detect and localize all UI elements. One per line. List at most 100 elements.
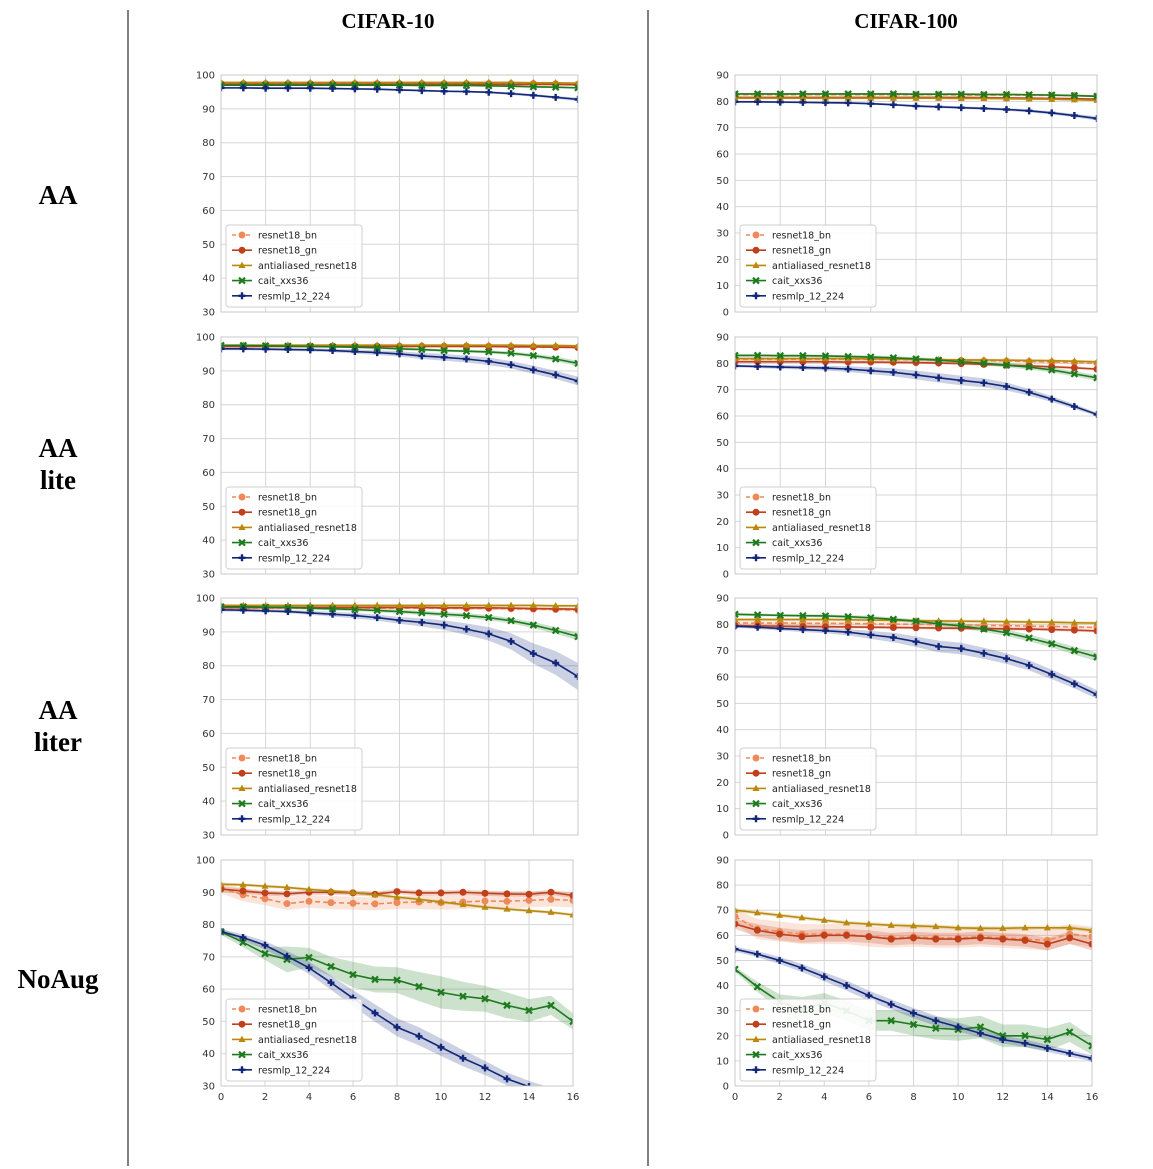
data-point-cait_xxs36 (351, 605, 359, 614)
data-point-resmlp_12_224 (351, 85, 359, 93)
legend-marker (238, 1035, 246, 1042)
data-point-cait_xxs36 (373, 81, 381, 89)
data-point-resmlp_12_224 (822, 364, 829, 372)
y-tick-label: 10 (716, 281, 729, 292)
data-point-cait_xxs36 (437, 988, 445, 997)
data-point-antialiased_resnet18 (507, 601, 515, 609)
data-point-antialiased_resnet18 (776, 94, 784, 101)
data-point-resmlp_12_224 (396, 350, 403, 358)
data-point-antialiased_resnet18 (799, 94, 807, 101)
series-band-resmlp_12_224 (221, 608, 578, 691)
legend-marker (752, 493, 760, 501)
data-point-resmlp_12_224 (889, 634, 897, 641)
data-point-resmlp_12_224 (459, 1054, 467, 1062)
data-point-resmlp_12_224 (239, 84, 247, 92)
data-point-cait_xxs36 (1070, 646, 1079, 655)
y-tick-label: 60 (716, 673, 729, 684)
data-point-antialiased_resnet18 (735, 354, 739, 362)
data-point-antialiased_resnet18 (1048, 95, 1056, 102)
plot-frame (734, 859, 1093, 1087)
data-point-antialiased_resnet18 (529, 601, 537, 609)
data-point-cait_xxs36 (459, 992, 467, 1001)
data-point-cait_xxs36 (462, 81, 471, 90)
data-point-resmlp_12_224 (462, 88, 470, 96)
data-point-resmlp_12_224 (932, 1017, 940, 1025)
legend-label: antialiased_resnet18 (258, 1035, 357, 1046)
data-point-cait_xxs36 (395, 607, 404, 616)
data-point-cait_xxs36 (221, 927, 225, 936)
data-point-resmlp_12_224 (867, 100, 875, 108)
legend-marker (752, 754, 760, 762)
legend: resnet18_bn resnet18_gn antialiased_resnet… (225, 747, 363, 831)
data-point-resmlp_12_224 (843, 982, 851, 990)
data-point-cait_xxs36 (821, 612, 830, 620)
y-tick-label: 80 (202, 400, 215, 411)
data-point-resmlp_12_224 (415, 1032, 423, 1040)
y-tick-label: 20 (716, 255, 729, 266)
data-point-cait_xxs36 (753, 90, 762, 98)
series-band-cait_xxs36 (735, 966, 1092, 1055)
data-point-resnet18_bn (371, 900, 379, 908)
legend-marker (238, 799, 246, 808)
y-tick-label: 70 (202, 434, 215, 445)
y-tick-label: 30 (716, 752, 729, 763)
legend-label: resmlp_12_224 (772, 1065, 844, 1076)
y-tick-label: 50 (202, 502, 215, 513)
data-point-resnet18_gn (820, 931, 828, 939)
data-point-antialiased_resnet18 (980, 94, 988, 102)
series-layer (735, 610, 1097, 699)
legend-marker (752, 815, 760, 823)
data-point-resmlp_12_224 (999, 1036, 1007, 1044)
data-point-resmlp_12_224 (329, 610, 337, 618)
y-tick-label: 90 (716, 856, 729, 867)
y-tick-label: 60 (202, 985, 215, 996)
data-point-cait_xxs36 (866, 353, 875, 361)
legend-label: resnet18_gn (258, 1020, 317, 1031)
data-point-resnet18_gn (887, 935, 895, 943)
data-point-antialiased_resnet18 (239, 881, 247, 888)
data-point-resnet18_bn (481, 897, 489, 905)
legend-marker (752, 276, 760, 285)
y-tick-label: 60 (202, 206, 215, 217)
legend-marker (238, 1050, 246, 1059)
data-point-antialiased_resnet18 (843, 918, 851, 926)
data-point-resmlp_12_224 (507, 90, 515, 98)
data-point-cait_xxs36 (574, 84, 578, 92)
data-point-antialiased_resnet18 (373, 601, 381, 609)
y-tick-label: 50 (202, 1017, 215, 1028)
data-point-cait_xxs36 (507, 82, 515, 90)
legend-label: resnet18_bn (772, 231, 831, 242)
data-point-resmlp_12_224 (865, 992, 873, 1000)
data-point-resnet18_gn (547, 888, 555, 896)
y-tick-label: 60 (716, 150, 729, 161)
y-tick-label: 70 (202, 695, 215, 706)
y-tick-label: 80 (202, 138, 215, 149)
data-point-resmlp_12_224 (822, 99, 829, 107)
legend-marker (238, 493, 246, 501)
data-point-resmlp_12_224 (776, 956, 784, 964)
data-point-resmlp_12_224 (525, 1083, 533, 1086)
y-tick-label: 30 (716, 229, 729, 240)
data-point-cait_xxs36 (327, 962, 335, 971)
data-point-resmlp_12_224 (935, 642, 943, 650)
plot-frame (220, 74, 579, 313)
data-point-resmlp_12_224 (262, 84, 270, 92)
x-tick-label: 6 (866, 1092, 872, 1103)
data-point-antialiased_resnet18 (481, 903, 489, 910)
data-point-antialiased_resnet18 (1003, 617, 1010, 625)
data-point-resnet18_gn (221, 885, 225, 893)
data-point-cait_xxs36 (1070, 91, 1079, 100)
data-point-cait_xxs36 (1025, 90, 1033, 99)
data-point-cait_xxs36 (909, 1020, 918, 1029)
data-point-resmlp_12_224 (485, 357, 493, 365)
y-tick-label: 50 (202, 763, 215, 774)
x-tick-label: 10 (435, 1092, 448, 1103)
data-point-cait_xxs36 (481, 995, 489, 1003)
data-point-antialiased_resnet18 (221, 880, 225, 887)
data-point-resnet18_gn (459, 888, 467, 896)
data-point-antialiased_resnet18 (932, 922, 940, 930)
legend-label: resnet18_gn (772, 508, 831, 519)
data-point-resnet18_gn (261, 889, 269, 897)
data-point-cait_xxs36 (551, 626, 560, 635)
legend-box (225, 998, 363, 1082)
